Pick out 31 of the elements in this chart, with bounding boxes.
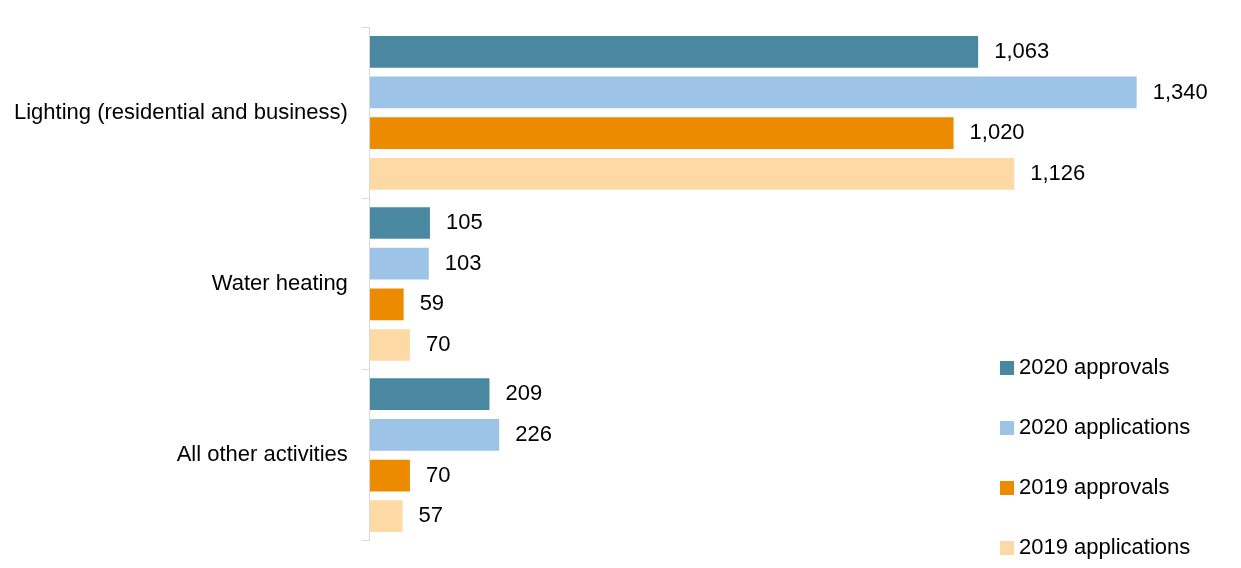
bar — [369, 419, 500, 451]
legend-label: 2020 approvals — [1019, 354, 1170, 380]
data-label: 105 — [445, 209, 483, 235]
legend-label: 2019 applications — [1019, 534, 1191, 560]
data-label: 226 — [515, 420, 552, 446]
legend-label: 2019 approvals — [1019, 474, 1170, 500]
bar — [369, 207, 430, 239]
bar — [369, 157, 1015, 190]
bar — [369, 378, 490, 411]
data-label: 209 — [505, 380, 543, 406]
bar — [369, 329, 410, 361]
data-label: 1,340 — [1152, 78, 1208, 104]
bar — [369, 459, 410, 492]
data-label: 1,126 — [1030, 159, 1086, 185]
bar — [369, 500, 403, 533]
data-label: 103 — [444, 249, 482, 275]
bar — [369, 76, 1137, 109]
bar — [369, 117, 954, 149]
bar — [369, 35, 979, 68]
y-tick-label: Water heating — [211, 270, 348, 296]
y-tick-label: Lighting (residential and business) — [13, 98, 348, 124]
data-label: 70 — [425, 461, 451, 487]
y-tick-label: All other activities — [176, 441, 348, 467]
data-label: 59 — [419, 290, 445, 316]
bar — [369, 288, 404, 321]
data-label: 70 — [425, 331, 451, 357]
data-label: 1,063 — [994, 37, 1050, 63]
bar — [369, 247, 429, 280]
data-label: 1,020 — [969, 119, 1025, 145]
legend-label: 2020 applications — [1019, 414, 1191, 440]
data-label: 57 — [418, 502, 443, 528]
